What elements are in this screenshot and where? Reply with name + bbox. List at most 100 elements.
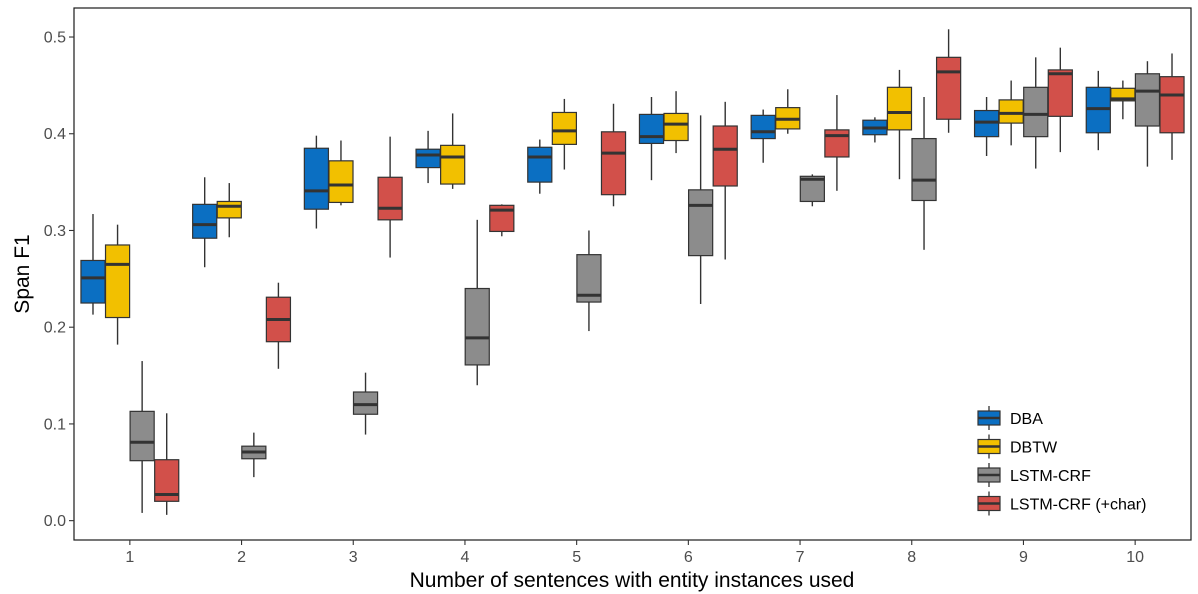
y-axis: 0.0 0.1 0.2 0.3 0.4 0.5 — [44, 30, 74, 530]
box-iqr — [1159, 76, 1185, 134]
x-tick-label: 1 — [125, 549, 134, 566]
y-axis-title: Span F1 — [11, 234, 34, 313]
plot-panel-border — [73, 7, 1192, 541]
box-iqr — [377, 176, 403, 221]
x-tick-label: 6 — [684, 549, 693, 566]
x-tick-label: 4 — [460, 549, 469, 566]
box-2 — [241, 432, 267, 478]
box-5 — [551, 98, 578, 170]
box-7 — [750, 109, 776, 163]
box-iqr — [935, 56, 962, 120]
series-dba — [80, 70, 1111, 315]
x-tick-label: 2 — [237, 549, 246, 566]
box-iqr — [911, 137, 937, 202]
legend-label: DBTW — [1010, 440, 1058, 457]
series-lstm-crf-char — [154, 29, 1185, 515]
x-tick-label: 7 — [796, 549, 805, 566]
box-7 — [799, 174, 825, 207]
box-8 — [862, 117, 888, 143]
box-iqr — [600, 131, 627, 196]
box-2 — [216, 183, 242, 238]
box-4 — [464, 219, 490, 386]
x-axis: 1 2 3 4 5 6 7 8 9 10 — [125, 540, 1144, 566]
y-tick-label: 0.2 — [44, 320, 66, 337]
box-6 — [638, 96, 665, 181]
box-8 — [911, 96, 937, 250]
box-iqr — [440, 144, 466, 185]
box-10 — [1159, 53, 1185, 160]
box-iqr — [303, 147, 330, 210]
x-tick-label: 9 — [1019, 549, 1028, 566]
box-10 — [1085, 70, 1111, 151]
box-iqr — [712, 125, 738, 187]
box-1 — [80, 214, 106, 315]
box-iqr — [328, 160, 354, 204]
legend-item: LSTM-CRF — [977, 463, 1091, 487]
box-1 — [104, 224, 131, 345]
box-4 — [440, 113, 466, 189]
box-iqr — [824, 129, 850, 158]
legend-item: LSTM-CRF (+char) — [977, 491, 1146, 516]
box-iqr — [886, 86, 913, 131]
series-dbtw — [104, 69, 1136, 345]
box-iqr — [551, 111, 578, 145]
box-7 — [824, 95, 850, 191]
box-iqr — [1047, 69, 1073, 117]
box-7 — [775, 89, 801, 134]
legend-label: DBA — [1010, 411, 1043, 428]
y-tick-label: 0.4 — [44, 126, 66, 143]
box-iqr — [129, 410, 155, 462]
box-1 — [154, 413, 180, 515]
y-tick-label: 0.1 — [44, 416, 66, 433]
box-3 — [328, 140, 354, 206]
x-tick-label: 10 — [1126, 549, 1144, 566]
x-axis-title: Number of sentences with entity instance… — [410, 569, 855, 592]
y-tick-label: 0.0 — [44, 513, 66, 530]
box-5 — [527, 139, 553, 194]
box-iqr — [750, 114, 776, 140]
box-9 — [1023, 57, 1049, 169]
box-10 — [1134, 61, 1161, 167]
box-iqr — [1023, 86, 1049, 138]
box-iqr — [638, 113, 665, 145]
box-4 — [489, 204, 515, 237]
box-6 — [712, 101, 738, 260]
box-5 — [600, 103, 627, 207]
legend-label: LSTM-CRF (+char) — [1010, 497, 1146, 514]
box-iqr — [464, 287, 490, 366]
box-iqr — [415, 148, 441, 169]
box-iqr — [192, 203, 218, 239]
box-1 — [129, 361, 155, 513]
legend: DBA DBTW LSTM-CRF LSTM-CRF (+char) — [977, 406, 1146, 516]
legend-item: DBTW — [977, 434, 1058, 459]
box-6 — [663, 91, 689, 154]
box-iqr — [104, 244, 131, 319]
y-tick-label: 0.3 — [44, 223, 66, 240]
box-iqr — [80, 259, 106, 304]
box-iqr — [216, 200, 242, 219]
x-tick-label: 3 — [349, 549, 358, 566]
box-3 — [352, 372, 379, 435]
x-tick-label: 5 — [572, 549, 581, 566]
box-6 — [687, 115, 714, 304]
y-tick-label: 0.5 — [44, 30, 66, 47]
box-groups — [80, 29, 1185, 515]
box-iqr — [687, 189, 714, 257]
series-lstm-crf — [129, 57, 1161, 513]
box-8 — [886, 69, 913, 180]
box-iqr — [527, 146, 553, 183]
box-2 — [192, 177, 218, 268]
box-3 — [377, 136, 403, 258]
box-2 — [265, 282, 292, 369]
x-tick-label: 8 — [907, 549, 916, 566]
legend-label: LSTM-CRF — [1010, 468, 1091, 485]
box-9 — [1047, 47, 1073, 153]
legend-item: DBA — [977, 406, 1043, 430]
box-4 — [415, 130, 441, 184]
box-iqr — [998, 99, 1024, 124]
box-8 — [935, 29, 962, 133]
box-iqr — [1134, 73, 1161, 127]
box-iqr — [663, 112, 689, 142]
box-5 — [576, 230, 602, 332]
